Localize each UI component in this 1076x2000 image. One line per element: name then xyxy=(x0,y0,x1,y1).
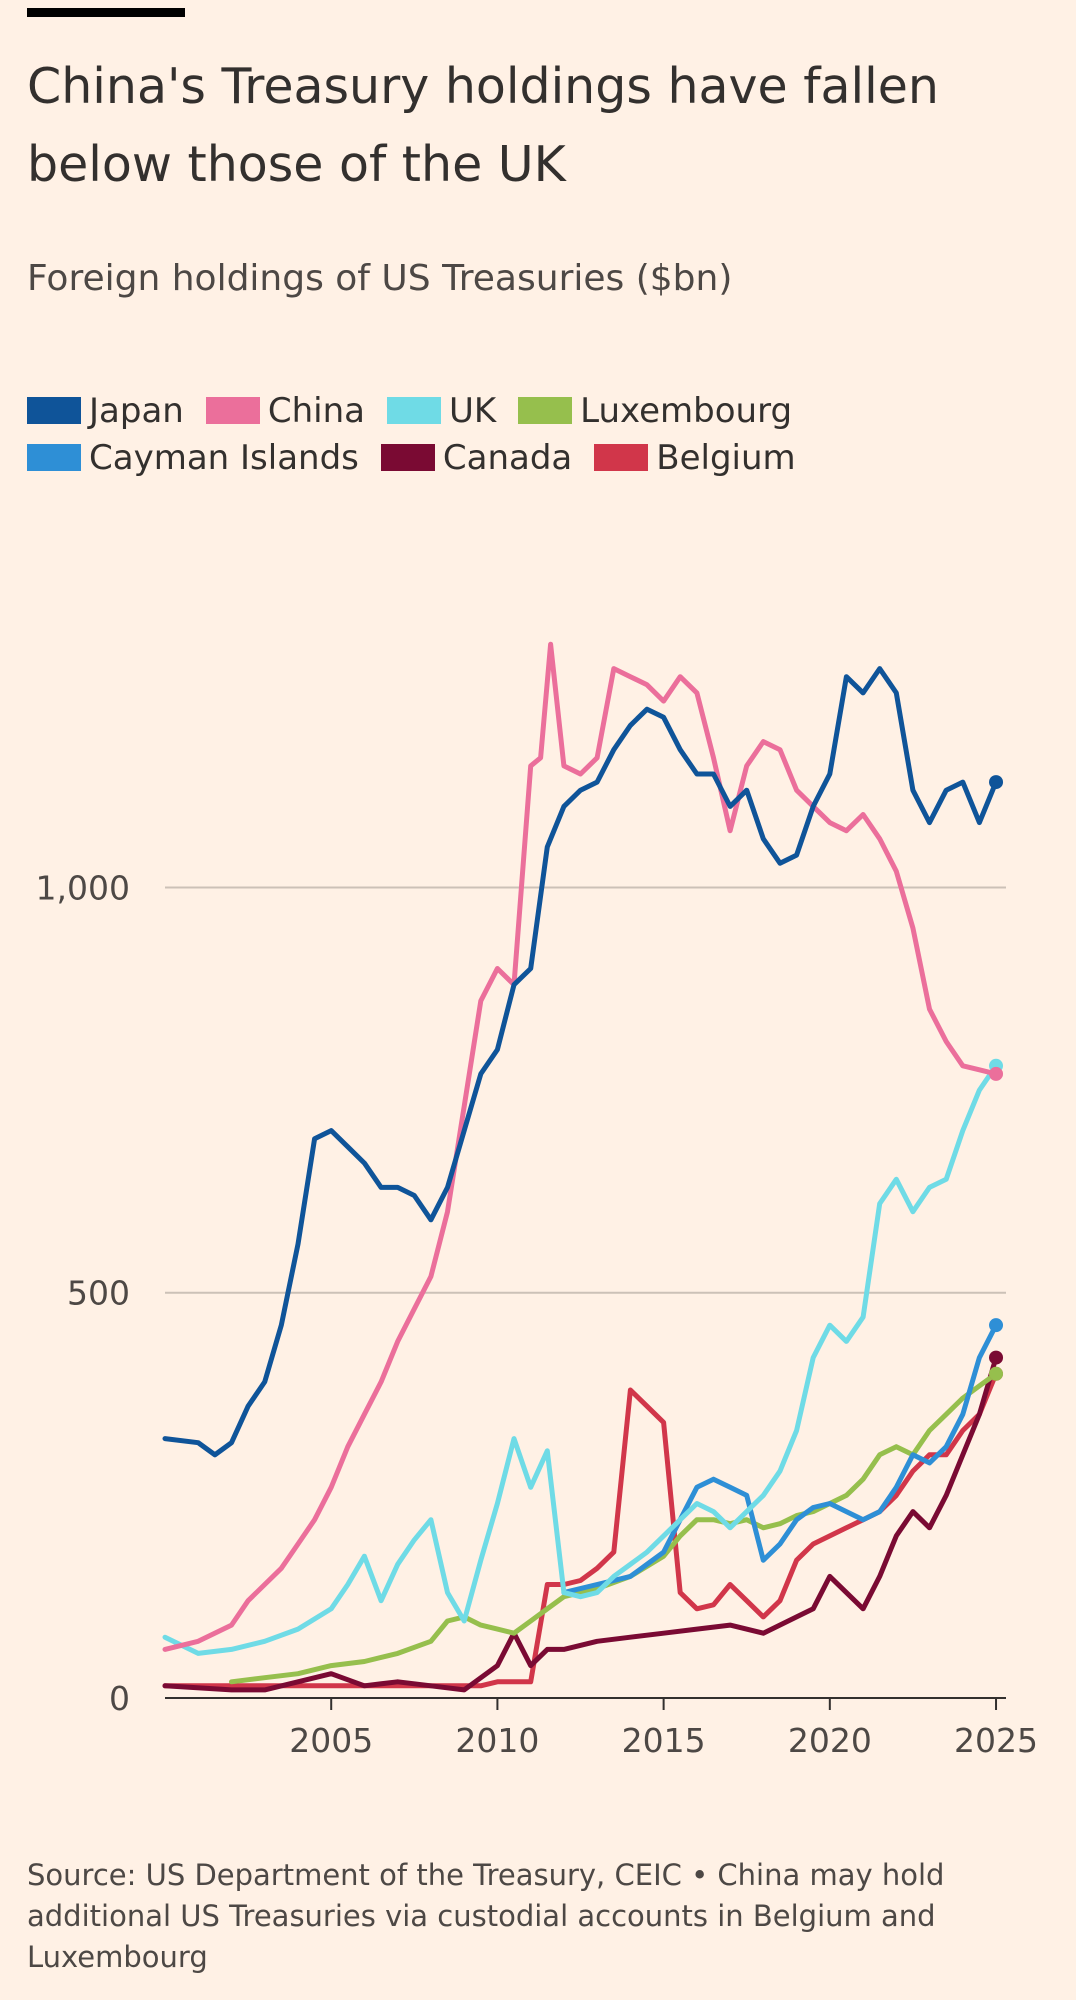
legend-item-belgium: Belgium xyxy=(594,437,796,478)
legend-label: China xyxy=(267,390,365,431)
series-line-canada xyxy=(162,1355,999,1693)
legend-label: Japan xyxy=(89,390,184,431)
series-end-marker-cayman-islands xyxy=(989,1318,1004,1333)
series-line-china xyxy=(162,641,999,1652)
series-lines xyxy=(162,641,999,1693)
chart-title: China's Treasury holdings have fallen be… xyxy=(27,58,939,193)
legend-item-canada: Canada xyxy=(380,437,573,478)
x-tick-label: 2025 xyxy=(954,1721,1038,1760)
legend-item-uk: UK xyxy=(386,390,497,431)
series-end-marker-china xyxy=(989,1066,1004,1081)
legend-row: Japan China UK Luxembourg xyxy=(27,387,1047,434)
legend-swatch xyxy=(386,397,441,424)
x-axis: 2005 2010 2015 2020 2025 xyxy=(165,1697,1038,1760)
series-line-luxembourg xyxy=(229,1371,999,1685)
gridlines xyxy=(165,886,1006,1294)
brand-top-bar xyxy=(27,8,185,17)
legend-item-cayman-islands: Cayman Islands xyxy=(27,438,359,478)
series-end-marker-luxembourg xyxy=(989,1366,1004,1381)
chart-subtitle: Foreign holdings of US Treasuries ($bn) xyxy=(27,258,733,299)
series-end-marker-japan xyxy=(989,775,1004,790)
series-end-marker-canada xyxy=(989,1350,1004,1365)
y-tick-label: 1,000 xyxy=(36,868,130,907)
legend-item-japan: Japan xyxy=(27,391,184,431)
x-tick-label: 2015 xyxy=(622,1721,706,1760)
legend-swatch xyxy=(27,397,81,424)
y-tick-label: 500 xyxy=(67,1274,130,1313)
source-note: Source: US Department of the Treasury, C… xyxy=(27,1858,945,1974)
legend-swatch xyxy=(27,444,81,471)
x-tick-label: 2020 xyxy=(788,1721,872,1760)
legend-item-china: China xyxy=(205,390,365,431)
series-line-uk xyxy=(162,1063,999,1656)
legend-swatch xyxy=(518,397,573,424)
series-end-markers xyxy=(989,775,1004,1381)
series-line-cayman-islands xyxy=(561,1322,999,1596)
y-axis-ticks: 0 500 1,000 xyxy=(36,868,130,1718)
line-chart: 0 500 1,000 2005 2010 2015 2020 2025 xyxy=(36,641,1038,1760)
legend-label: Cayman Islands xyxy=(89,437,359,478)
series-line-belgium xyxy=(162,1371,999,1689)
legend-swatch xyxy=(380,444,435,471)
legend-label: UK xyxy=(448,390,497,431)
legend-swatch xyxy=(205,397,260,424)
legend-label: Belgium xyxy=(656,437,796,478)
y-tick-label: 0 xyxy=(109,1679,130,1718)
legend: Japan China UK Luxembourg Cayman Islands… xyxy=(27,387,1047,481)
legend-swatch xyxy=(594,444,649,471)
legend-item-luxembourg: Luxembourg xyxy=(518,391,792,431)
legend-label: Canada xyxy=(442,437,573,478)
x-tick-label: 2005 xyxy=(289,1721,373,1760)
legend-label: Luxembourg xyxy=(580,390,793,431)
series-line-japan xyxy=(162,666,999,1458)
x-tick-label: 2010 xyxy=(455,1721,539,1760)
legend-row: Cayman Islands Canada Belgium xyxy=(27,434,1047,481)
